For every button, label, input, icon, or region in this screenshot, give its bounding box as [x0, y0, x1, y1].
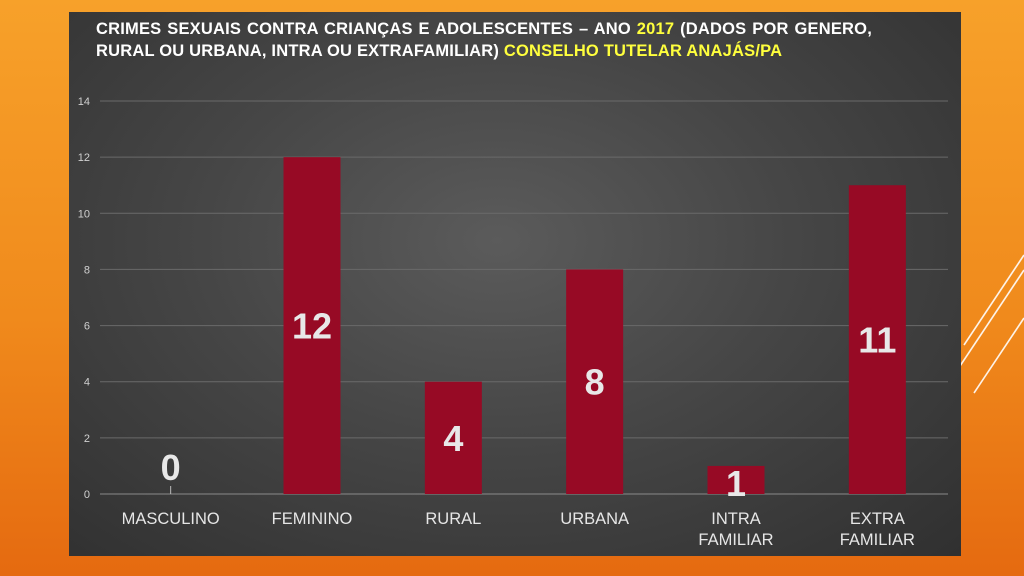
chart-title-part: CONSELHO TUTELAR ANAJÁS/PA — [503, 42, 783, 60]
chart-panel — [69, 12, 961, 556]
category-label: MASCULINO — [122, 510, 220, 528]
data-label: 11 — [858, 320, 896, 361]
chart-title: CRIMES SEXUAIS CONTRA CRIANÇAS E ADOLESC… — [96, 18, 872, 62]
y-tick-label: 0 — [84, 489, 90, 501]
category-label: RURAL — [425, 510, 481, 528]
y-tick-label: 14 — [78, 96, 90, 108]
bar — [707, 465, 765, 494]
data-label: 0 — [161, 447, 181, 488]
category-label: FAMILIAR — [840, 531, 915, 549]
category-label: FAMILIAR — [698, 531, 773, 549]
bar — [566, 269, 624, 494]
category-label: INTRA — [711, 510, 761, 528]
y-tick-label: 2 — [84, 433, 90, 445]
chart-title-part: (DADOS POR GENERO, RURAL OU URBANA, INTR… — [96, 20, 872, 60]
category-label: URBANA — [560, 510, 629, 528]
data-label: 8 — [585, 362, 605, 403]
data-label: 12 — [292, 306, 332, 347]
category-label: FEMININO — [272, 510, 353, 528]
y-tick-label: 10 — [78, 208, 90, 220]
y-tick-label: 4 — [84, 377, 90, 389]
y-tick-label: 8 — [84, 264, 90, 276]
category-label: EXTRA — [850, 510, 905, 528]
y-tick-label: 12 — [78, 152, 90, 164]
data-label: 1 — [726, 463, 746, 504]
corner-decoration-lines — [955, 254, 1024, 394]
bar — [424, 381, 482, 494]
chart-title-part: CRIMES SEXUAIS CONTRA CRIANÇAS E ADOLESC… — [96, 20, 637, 38]
bar — [283, 157, 341, 494]
data-label: 4 — [443, 418, 463, 459]
bar — [848, 185, 906, 494]
y-tick-label: 6 — [84, 321, 90, 333]
chart-title-part: 2017 — [636, 20, 675, 38]
